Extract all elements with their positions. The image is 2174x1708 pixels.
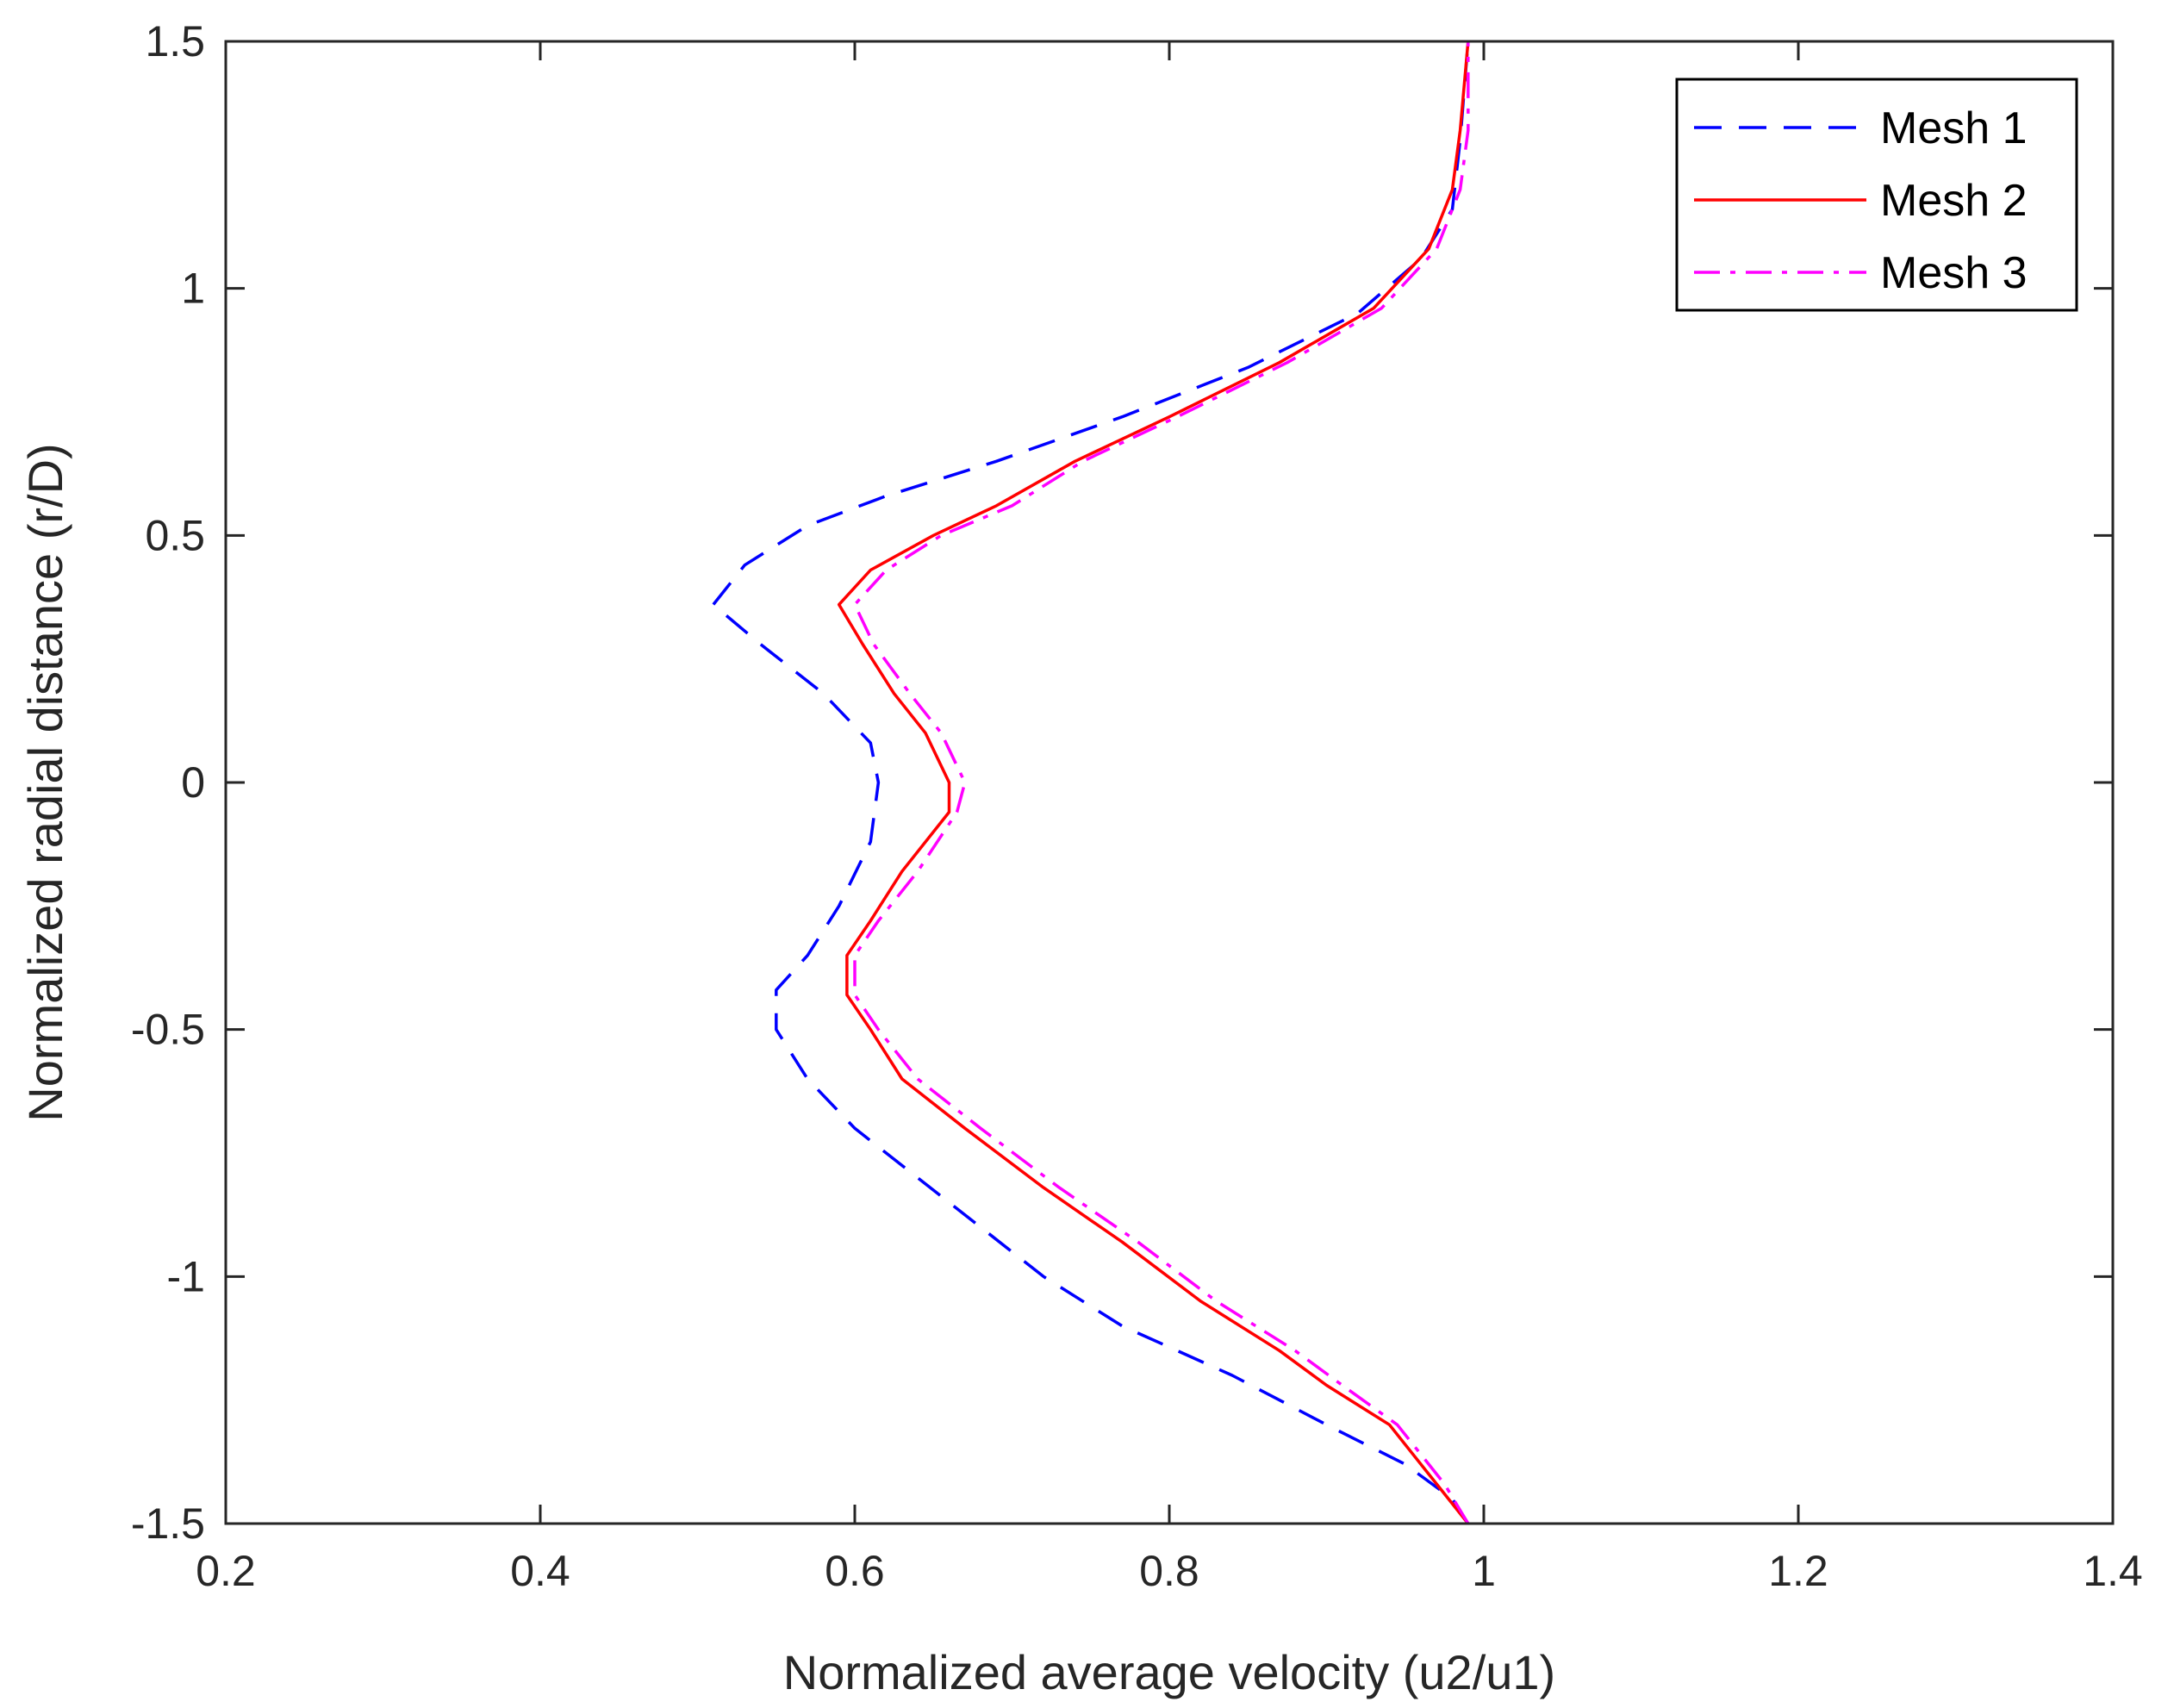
x-tick-labels: 0.2 0.4 0.6 0.8 1 1.2 1.4 — [196, 1547, 2143, 1595]
legend[interactable]: Mesh 1 Mesh 2 Mesh 3 — [1675, 78, 2078, 312]
y-tick-label: -1.5 — [131, 1499, 205, 1548]
y-tick-label: 1.5 — [145, 17, 205, 65]
x-tick-label: 0.6 — [825, 1547, 885, 1595]
x-tick-label: 1.4 — [2083, 1547, 2143, 1595]
x-tick-label: 1.2 — [1768, 1547, 1828, 1595]
series-line-mesh-1 — [712, 41, 1470, 1524]
y-tick-label: 0 — [181, 758, 205, 807]
x-axis-title: Normalized average velocity (u2/u1) — [783, 1645, 1555, 1699]
x-tick-label: 1 — [1472, 1547, 1496, 1595]
y-tick-label: 0.5 — [145, 511, 205, 559]
y-tick-label: 1 — [181, 265, 205, 313]
plot-frame — [224, 40, 2115, 1525]
series-line-mesh-3 — [853, 41, 1470, 1524]
x-tick-label: 0.2 — [196, 1547, 256, 1595]
legend-box — [1675, 78, 2078, 312]
y-tick-labels: -1.5 -1 -0.5 0 0.5 1 1.5 — [131, 17, 205, 1548]
series-line-mesh-2 — [837, 41, 1470, 1525]
y-axis-title: Normalized radial distance (r/D) — [18, 443, 72, 1121]
y-tick-label: -0.5 — [131, 1006, 205, 1054]
x-tick-label: 0.8 — [1139, 1547, 1199, 1595]
legend-label-mesh-3: Mesh 3 — [1880, 248, 2028, 298]
legend-label-mesh-2: Mesh 2 — [1880, 176, 2028, 226]
y-tick-label: -1 — [167, 1252, 205, 1300]
x-tick-label: 0.4 — [510, 1547, 570, 1595]
series-lines — [712, 41, 1470, 1525]
legend-label-mesh-1: Mesh 1 — [1880, 103, 2028, 153]
